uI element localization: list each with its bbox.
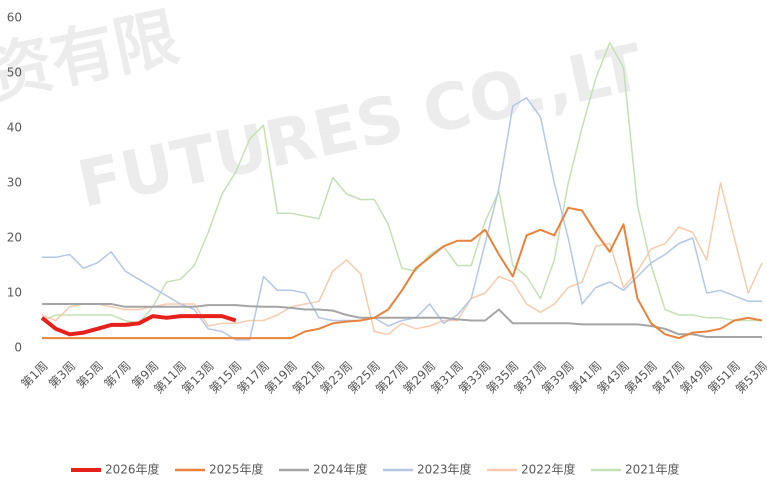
x-tick-label: 第1周 <box>18 359 50 391</box>
series-line <box>40 314 237 337</box>
y-tick-label: 50 <box>7 66 22 80</box>
y-tick-label: 10 <box>7 286 22 300</box>
legend-label: 2024年度 <box>313 462 368 477</box>
x-tick-label: 第5周 <box>74 359 106 391</box>
y-tick-label: 0 <box>14 341 22 355</box>
series-line <box>42 303 762 338</box>
y-tick-label: 30 <box>7 176 22 190</box>
y-tick-label: 20 <box>7 231 22 245</box>
watermark: 资有限 <box>0 1 185 113</box>
x-tick-label: 第7周 <box>101 359 133 391</box>
series-line <box>41 182 763 336</box>
legend-label: 2023年度 <box>417 462 472 477</box>
y-tick-label: 60 <box>7 11 22 25</box>
legend-label: 2022年度 <box>521 462 576 477</box>
x-tick-label: 第3周 <box>46 359 78 391</box>
series-line <box>42 97 762 341</box>
series-line <box>42 206 763 340</box>
y-tick-label: 40 <box>7 121 22 135</box>
series-line <box>41 42 762 325</box>
legend-label: 2025年度 <box>209 462 264 477</box>
legend-label: 2026年度 <box>105 462 160 477</box>
legend-label: 2021年度 <box>625 462 680 477</box>
